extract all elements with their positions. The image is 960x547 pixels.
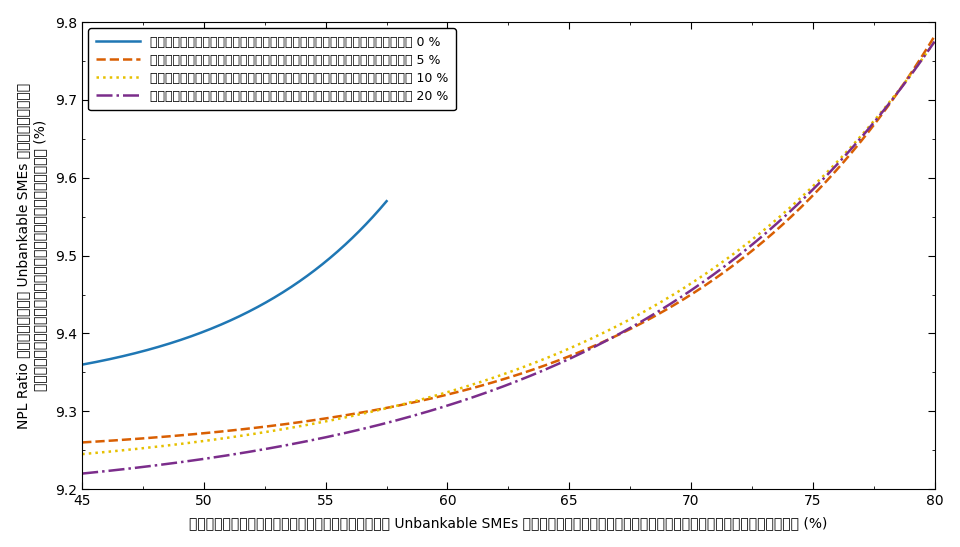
ต้นทุนภาครัฐต่อวงเงินโครงการไม่เกิน 0 % — [381, 198, 393, 205]
ต้นทุนภาครัฐต่อวงเงินโครงการไม่เกิน 20 % — [756, 233, 768, 240]
ต้นทุนภาครัฐต่อวงเงินโครงการไม่เกิน 0 % — [296, 276, 307, 283]
ต้นทุนภาครัฐต่อวงเงินโครงการไม่เกิน 20 % — [928, 38, 940, 45]
ต้นทุนภาครัฐต่อวงเงินโครงการไม่เกิน 0 % — [197, 329, 208, 335]
ต้นทุนภาครัฐต่อวงเงินโครงการไม่เกิน 10 % — [77, 451, 88, 457]
ต้นทุนภาครัฐต่อวงเงินโครงการไม่เกิน 5 % — [741, 252, 753, 258]
ต้นทุนภาครัฐต่อวงเงินโครงการไม่เกิน 10 % — [756, 228, 768, 235]
ต้นทุนภาครัฐต่อวงเงินโครงการไม่เกิน 0 % — [113, 354, 125, 360]
ต้นทุนภาครัฐต่อวงเงินโครงการไม่เกิน 0 % — [77, 362, 88, 368]
ต้นทุนภาครัฐต่อวงเงินโครงการไม่เกิน 0 % — [268, 295, 279, 301]
ต้นทุนภาครัฐต่อวงเงินโครงการไม่เกิน 20 % — [661, 302, 673, 309]
Y-axis label: NPL Ratio ของกลุ่ม Unbankable SMEs ในโครงการ
ที่ระดับต่ำที่สุดที่เป็นไปได้ (%): NPL Ratio ของกลุ่ม Unbankable SMEs ในโคร… — [16, 83, 47, 429]
Line: ต้นทุนภาครัฐต่อวงเงินโครงการไม่เกิน 5 %: ต้นทุนภาครัฐต่อวงเงินโครงการไม่เกิน 5 % — [83, 36, 934, 443]
ต้นทุนภาครัฐต่อวงเงินโครงการไม่เกิน 10 % — [163, 442, 175, 449]
ต้นทุนภาครัฐต่อวงเงินโครงการไม่เกิน 10 % — [421, 395, 433, 401]
ต้นทุนภาครัฐต่อวงเงินโครงการไม่เกิน 10 % — [741, 241, 753, 247]
ต้นทุนภาครัฐต่อวงเงินโครงการไม่เกิน 20 % — [77, 470, 88, 477]
Line: ต้นทุนภาครัฐต่อวงเงินโครงการไม่เกิน 20 %: ต้นทุนภาครัฐต่อวงเงินโครงการไม่เกิน 20 % — [83, 42, 934, 474]
ต้นทุนภาครัฐต่อวงเงินโครงการไม่เกิน 0 % — [176, 336, 187, 343]
ต้นทุนภาครัฐต่อวงเงินโครงการไม่เกิน 20 % — [421, 409, 433, 415]
ต้นทุนภาครัฐต่อวงเงินโครงการไม่เกิน 5 % — [756, 239, 768, 246]
ต้นทุนภาครัฐต่อวงเงินโครงการไม่เกิน 5 % — [452, 389, 464, 395]
ต้นทุนภาครัฐต่อวงเงินโครงการไม่เกิน 5 % — [163, 433, 175, 440]
Line: ต้นทุนภาครัฐต่อวงเงินโครงการไม่เกิน 0 %: ต้นทุนภาครัฐต่อวงเงินโครงการไม่เกิน 0 % — [83, 201, 387, 365]
ต้นทุนภาครัฐต่อวงเงินโครงการไม่เกิน 20 % — [452, 399, 464, 406]
X-axis label: มูลค่าขั้นต่ำของสินเชื่อ Unbankable SMEs ต่อวงเงินโครงการค้ำประกันสินเชื่อ (%): มูลค่าขั้นต่ำของสินเชื่อ Unbankable SMEs… — [189, 516, 828, 531]
Legend: ต้นทุนภาครัฐต่อวงเงินโครงการไม่เกิน 0 %, ต้นทุนภาครัฐต่อวงเงินโครงการไม่เกิน 5 %: ต้นทุนภาครัฐต่อวงเงินโครงการไม่เกิน 0 %,… — [88, 28, 456, 110]
ต้นทุนภาครัฐต่อวงเงินโครงการไม่เกิน 10 % — [928, 38, 940, 45]
ต้นทุนภาครัฐต่อวงเงินโครงการไม่เกิน 0 % — [298, 275, 309, 282]
ต้นทุนภาครัฐต่อวงเงินโครงการไม่เกิน 20 % — [163, 461, 175, 467]
ต้นทุนภาครัฐต่อวงเงินโครงการไม่เกิน 20 % — [741, 246, 753, 252]
ต้นทุนภาครัฐต่อวงเงินโครงการไม่เกิน 5 % — [77, 439, 88, 446]
ต้นทุนภาครัฐต่อวงเงินโครงการไม่เกิน 5 % — [928, 33, 940, 39]
ต้นทุนภาครัฐต่อวงเงินโครงการไม่เกิน 10 % — [661, 295, 673, 301]
ต้นทุนภาครัฐต่อวงเงินโครงการไม่เกิน 5 % — [421, 396, 433, 403]
Line: ต้นทุนภาครัฐต่อวงเงินโครงการไม่เกิน 10 %: ต้นทุนภาครัฐต่อวงเงินโครงการไม่เกิน 10 % — [83, 42, 934, 454]
ต้นทุนภาครัฐต่อวงเงินโครงการไม่เกิน 10 % — [452, 386, 464, 392]
ต้นทุนภาครัฐต่อวงเงินโครงการไม่เกิน 5 % — [661, 306, 673, 312]
